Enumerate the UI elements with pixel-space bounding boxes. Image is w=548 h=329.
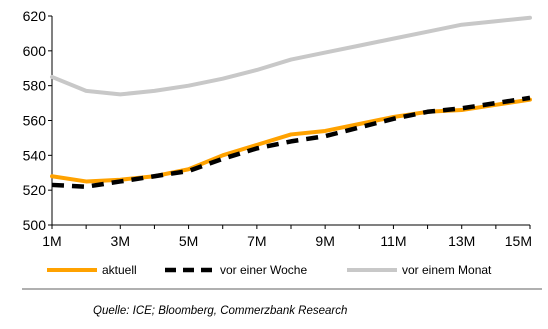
- x-tick-label: 15M: [505, 233, 532, 249]
- y-tick-label: 500: [23, 217, 47, 233]
- x-tick-label: 3M: [111, 233, 130, 249]
- y-tick-label: 620: [23, 8, 47, 24]
- legend-label-aktuell: aktuell: [102, 263, 137, 277]
- x-tick-label: 1M: [42, 233, 61, 249]
- series-lines: [50, 15, 532, 189]
- x-tick-label: 11M: [380, 233, 406, 249]
- y-axis: 500 520 540 560 580 600 620: [23, 8, 53, 233]
- y-tick-label: 580: [23, 78, 47, 94]
- legend-label-vor-einem-monat: vor einem Monat: [402, 263, 492, 277]
- x-tick-label: 7M: [247, 233, 266, 249]
- y-tick-label: 560: [23, 113, 47, 129]
- y-tick-label: 600: [23, 43, 47, 59]
- source-note: Quelle: ICE; Bloomberg, Commerzbank Rese…: [93, 305, 347, 317]
- series-line-vor-einem-monat: [50, 15, 532, 97]
- x-tick-label: 5M: [179, 233, 198, 249]
- y-tick-label: 520: [23, 182, 47, 198]
- series-line-vor-einer-woche: [51, 95, 531, 189]
- x-axis: 1M 3M 5M 7M 9M 11M 13M 15M: [42, 224, 532, 249]
- x-tick-label: 13M: [448, 233, 475, 249]
- y-tick-label: 540: [23, 147, 47, 163]
- x-tick-label: 9M: [315, 233, 334, 249]
- legend: aktuell vor einer Woche vor einem Monat: [47, 263, 492, 277]
- legend-label-vor-einer-woche: vor einer Woche: [220, 263, 307, 277]
